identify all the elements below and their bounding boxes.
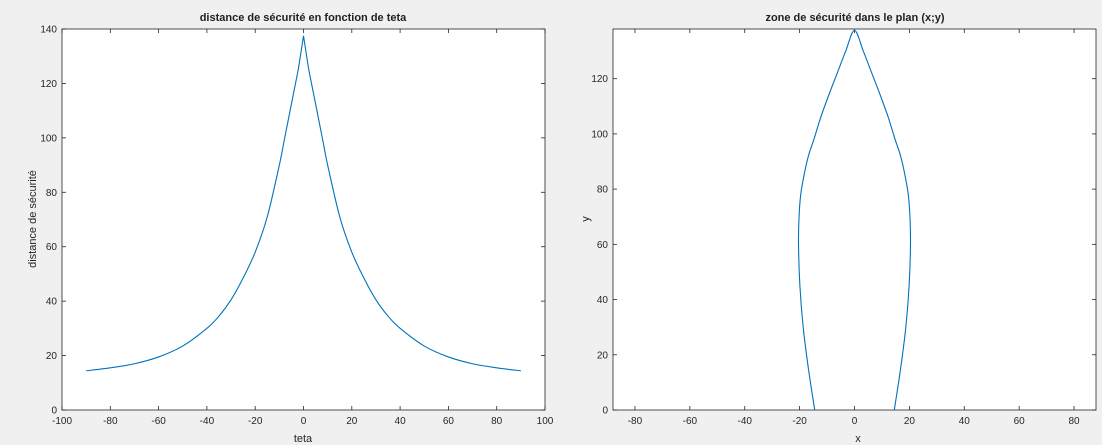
right-plot-x-tick-label: -80 — [628, 416, 643, 427]
left-plot-y-tick-label: 60 — [46, 242, 58, 253]
left-plot-y-tick-label: 0 — [51, 406, 57, 417]
left-plot-x-tick-label: -80 — [103, 416, 118, 427]
left-plot-x-tick-label: 40 — [395, 416, 407, 427]
left-plot-xlabel: teta — [294, 433, 313, 445]
left-plot-x-tick-label: 0 — [301, 416, 307, 427]
right-plot-y-tick-label: 0 — [602, 406, 608, 417]
right-plot: zone de sécurité dans le plan (x;y) x y … — [580, 12, 1097, 445]
left-plot-ticks: -100 -80 -60 -40 -20 0 20 40 60 80 100 0 20 40 60 80 100… — [40, 25, 553, 428]
left-plot-x-tick-label: -20 — [248, 416, 263, 427]
right-plot-y-tick-label: 20 — [597, 350, 609, 361]
left-plot-x-tick-label: 20 — [346, 416, 358, 427]
right-plot-area — [612, 28, 1097, 411]
right-plot-ticks: -80 -60 -40 -20 0 20 40 60 80 0 20 40 60 80 100 120 — [591, 29, 1096, 427]
right-plot-y-tick-label: 60 — [597, 240, 609, 251]
left-plot-area — [61, 28, 546, 411]
left-plot-y-tick-label: 140 — [40, 25, 57, 36]
left-plot-x-tick-label: -40 — [200, 416, 215, 427]
right-plot-y-tick-label: 40 — [597, 295, 609, 306]
right-plot-x-tick-label: 60 — [1014, 416, 1026, 427]
right-plot-x-tick-label: -60 — [683, 416, 698, 427]
right-plot-xlabel: x — [855, 433, 861, 445]
left-plot-y-tick-label: 80 — [46, 188, 58, 199]
right-plot-ylabel: y — [580, 216, 592, 222]
left-plot-x-tick-label: -60 — [151, 416, 166, 427]
right-plot-x-tick-label: 80 — [1068, 416, 1080, 427]
left-plot: distance de sécurité en fonction de teta… — [27, 12, 554, 445]
right-plot-y-tick-label: 80 — [597, 185, 609, 196]
left-plot-x-tick-label: 80 — [491, 416, 503, 427]
left-plot-ylabel: distance de sécurité — [27, 170, 39, 268]
left-plot-y-tick-label: 100 — [40, 133, 57, 144]
right-plot-line — [797, 29, 912, 411]
left-plot-x-tick-label: 60 — [443, 416, 455, 427]
right-plot-x-tick-label: -20 — [792, 416, 807, 427]
right-plot-y-tick-label: 100 — [591, 129, 608, 140]
left-plot-y-tick-label: 120 — [40, 79, 57, 90]
left-plot-y-tick-label: 40 — [46, 297, 58, 308]
right-plot-x-tick-label: 0 — [852, 416, 858, 427]
left-plot-x-tick-label: -100 — [52, 416, 72, 427]
right-plot-x-tick-label: -40 — [738, 416, 753, 427]
right-plot-x-tick-label: 40 — [959, 416, 971, 427]
left-plot-y-tick-label: 20 — [46, 351, 58, 362]
right-plot-y-tick-label: 120 — [591, 74, 608, 85]
left-plot-line — [86, 35, 521, 372]
right-plot-title: zone de sécurité dans le plan (x;y) — [765, 12, 944, 24]
right-plot-x-tick-label: 20 — [904, 416, 916, 427]
left-plot-title: distance de sécurité en fonction de teta — [200, 12, 407, 24]
left-plot-x-tick-label: 100 — [537, 416, 554, 427]
